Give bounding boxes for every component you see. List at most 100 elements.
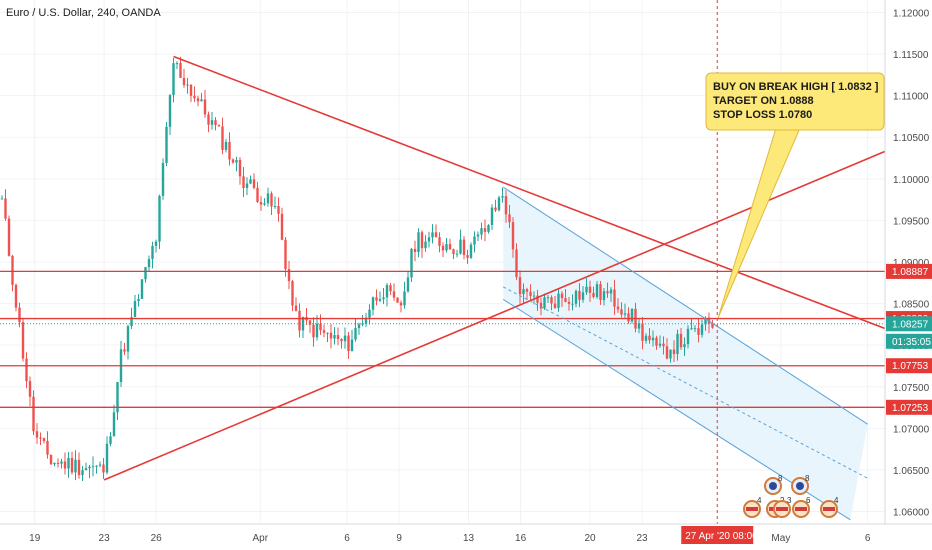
- candle: [560, 291, 564, 307]
- candle-body: [455, 253, 459, 255]
- candle: [175, 61, 179, 70]
- candle-body: [200, 99, 203, 102]
- candle: [378, 291, 382, 303]
- candle-body: [221, 126, 224, 150]
- economic-events[interactable]: 8 8 4 2 3 6 4: [743, 474, 839, 518]
- candle: [441, 242, 445, 258]
- candle-body: [683, 344, 686, 348]
- candle: [676, 329, 679, 361]
- candle-body: [270, 193, 273, 207]
- candle: [648, 328, 651, 344]
- candle-body: [263, 203, 266, 205]
- event-icon[interactable]: 6: [792, 496, 811, 518]
- candle: [161, 158, 165, 200]
- candle: [683, 337, 686, 356]
- candle: [686, 325, 690, 349]
- candle: [392, 283, 396, 301]
- candle: [462, 236, 466, 260]
- bar-countdown: 01:35:05: [892, 337, 931, 348]
- event-icon[interactable]: 4: [820, 496, 839, 518]
- candle-body: [445, 244, 448, 251]
- note-line-2: TARGET ON 1.0888: [713, 95, 814, 107]
- candle-body: [7, 218, 11, 256]
- candle: [476, 231, 480, 241]
- candle-body: [501, 196, 504, 198]
- event-icon[interactable]: 3: [773, 496, 792, 518]
- candle-body: [343, 335, 347, 342]
- note-line-3: STOP LOSS 1.0780: [713, 109, 812, 121]
- candle-body: [182, 77, 186, 85]
- current-price: 1.08257: [892, 319, 929, 330]
- time-axis[interactable]: 19 23 26 Apr 6 9 13 16 20 23 May 6: [29, 533, 871, 544]
- time-tick-label: 6: [344, 533, 350, 544]
- candle: [529, 284, 532, 302]
- candle-body: [539, 302, 543, 309]
- time-tick-label: 19: [29, 533, 41, 544]
- candle: [424, 235, 427, 252]
- time-tick-label: 23: [636, 533, 648, 544]
- candle: [406, 270, 410, 293]
- candle: [140, 279, 144, 300]
- time-tick-label: 13: [463, 533, 475, 544]
- candle: [123, 342, 126, 356]
- candle: [609, 287, 613, 302]
- event-icon[interactable]: 4: [743, 496, 762, 518]
- event-icon[interactable]: 8: [764, 474, 783, 495]
- time-tick-label: May: [771, 533, 790, 544]
- candle-body: [389, 285, 392, 292]
- candle-body: [662, 343, 665, 347]
- candle-body: [126, 325, 130, 352]
- candle-body: [273, 205, 277, 207]
- candle-body: [427, 237, 431, 242]
- candle: [497, 195, 501, 212]
- candle: [182, 68, 186, 88]
- event-count: 8: [778, 474, 783, 483]
- candle: [669, 349, 672, 363]
- candle: [630, 308, 634, 324]
- candle-body: [704, 317, 707, 325]
- candle-body: [515, 249, 518, 278]
- candle-body: [602, 291, 606, 301]
- candle-body: [616, 306, 620, 310]
- candle-body: [256, 187, 259, 203]
- candle-body: [459, 239, 462, 254]
- candle-body: [252, 179, 256, 188]
- candle-body: [599, 284, 602, 301]
- candle: [46, 431, 49, 459]
- candle-body: [98, 464, 102, 466]
- candle: [60, 458, 63, 469]
- candle: [18, 302, 21, 328]
- candlestick-series: [0, 56, 714, 482]
- candle: [399, 300, 403, 313]
- note-pointer: [717, 127, 801, 319]
- time-tick-label: 23: [99, 533, 111, 544]
- price-axis[interactable]: 1.12000 1.11500 1.11000 1.10500 1.10000 1.095…: [893, 8, 930, 518]
- candle-body: [693, 328, 697, 330]
- candle-body: [172, 63, 175, 96]
- candle: [522, 283, 525, 303]
- candle: [109, 432, 112, 447]
- candle: [354, 318, 357, 342]
- price-tick-label: 1.12000: [893, 8, 930, 19]
- candle-body: [644, 335, 648, 341]
- candle: [221, 117, 224, 155]
- candle-body: [340, 339, 343, 342]
- candle: [81, 465, 84, 482]
- candle: [413, 240, 417, 262]
- candle: [487, 224, 490, 234]
- candle: [39, 432, 42, 445]
- annotation-note[interactable]: BUY ON BREAK HIGH [ 1.0832 ] TARGET ON 1…: [705, 72, 885, 319]
- candle-body: [357, 324, 361, 328]
- price-tick-label: 1.08500: [893, 300, 930, 311]
- candle: [620, 302, 623, 318]
- candle-body: [522, 289, 525, 295]
- candle-body: [217, 125, 221, 127]
- candle-body: [672, 349, 676, 355]
- time-tick-label: 26: [151, 533, 163, 544]
- candle-body: [277, 205, 280, 214]
- candle-body: [403, 291, 406, 306]
- trendline: [173, 55, 885, 330]
- event-icon[interactable]: 8: [791, 474, 810, 495]
- candle-body: [417, 232, 420, 253]
